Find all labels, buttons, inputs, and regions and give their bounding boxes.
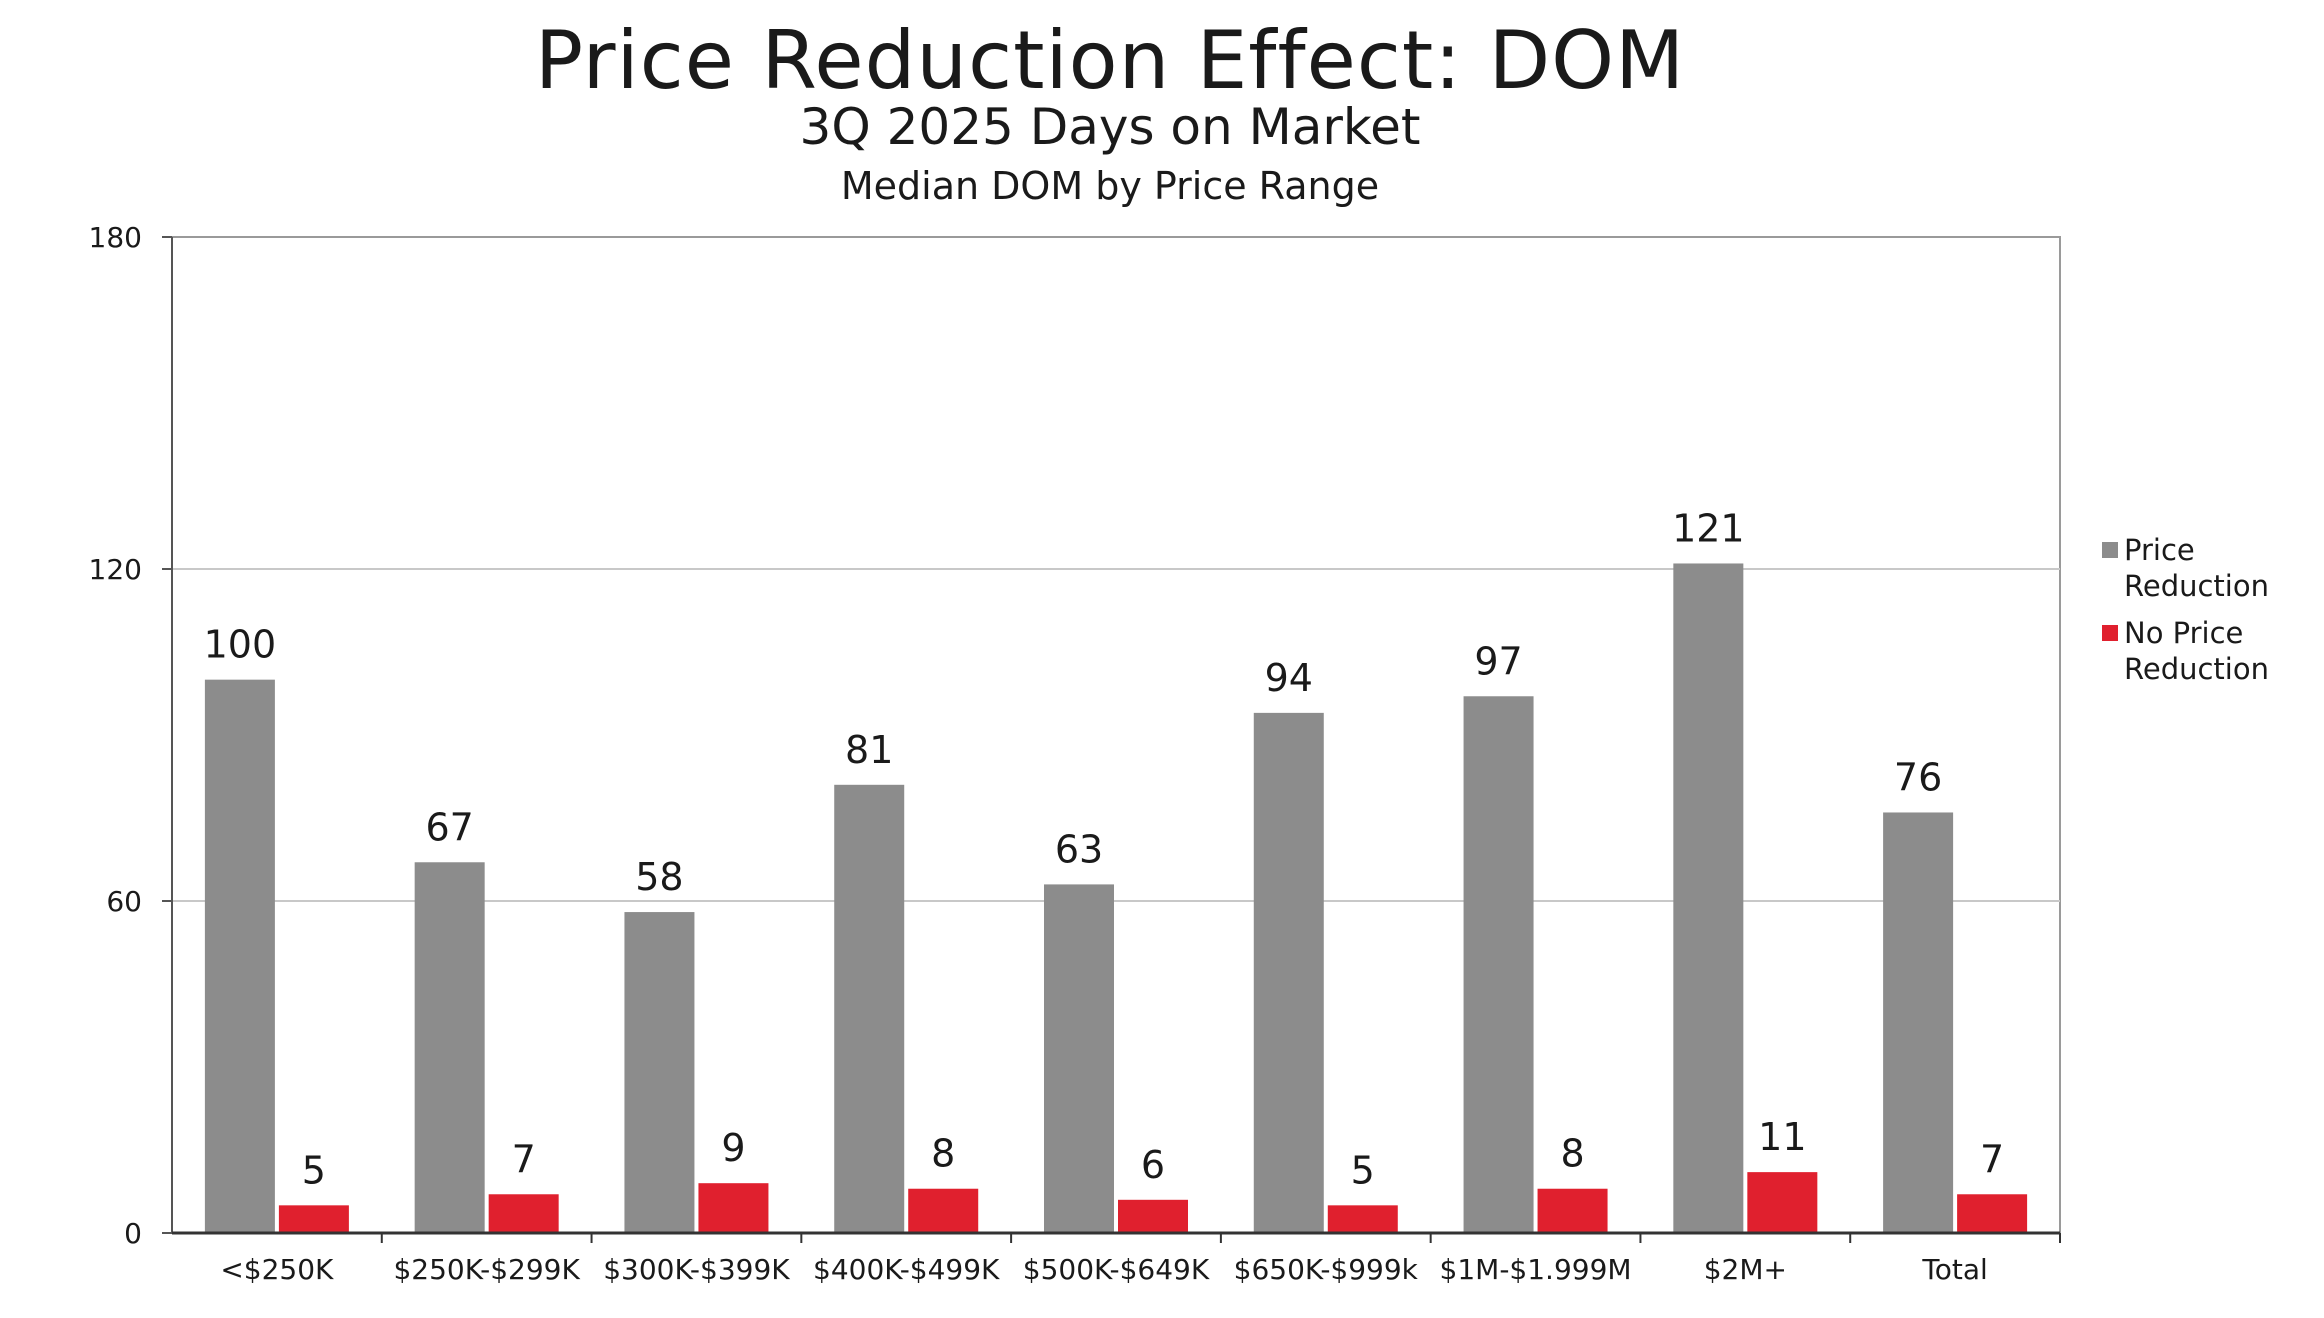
legend-label: Price — [2124, 533, 2195, 567]
data-label: 100 — [204, 623, 277, 667]
data-label: 94 — [1265, 656, 1313, 700]
data-label: 76 — [1894, 755, 1942, 799]
data-label: 9 — [721, 1126, 745, 1170]
chart-title: Price Reduction Effect: DOM — [534, 14, 1686, 107]
data-label: 58 — [635, 855, 683, 899]
data-label: 7 — [1980, 1137, 2004, 1181]
data-label: 8 — [1560, 1132, 1584, 1176]
bar-price-reduction — [1253, 712, 1324, 1233]
bar-price-reduction — [1044, 884, 1114, 1233]
legend-swatch — [2102, 625, 2118, 641]
x-tick-label: $1M-$1.999M — [1440, 1253, 1632, 1286]
data-label: 63 — [1055, 827, 1103, 871]
data-label: 121 — [1672, 506, 1745, 550]
bar-no-price-reduction — [1957, 1194, 2028, 1233]
y-tick-label: 0 — [124, 1217, 142, 1250]
x-tick-label: $250K-$299K — [393, 1253, 580, 1286]
x-axis: <$250K $250K-$299K $300K-$399K $400K-$499K $… — [172, 1231, 2061, 1286]
y-tick-label: 60 — [106, 885, 142, 918]
data-label: 7 — [512, 1137, 536, 1181]
y-tick-label: 120 — [89, 553, 142, 586]
y-axis-ticks: 0 60 120 180 — [89, 221, 173, 1250]
legend-label: Reduction — [2124, 652, 2269, 686]
bar-no-price-reduction — [698, 1183, 769, 1233]
bar-no-price-reduction — [488, 1194, 559, 1233]
bar-no-price-reduction — [1747, 1172, 1818, 1233]
chart-subtitle: 3Q 2025 Days on Market — [799, 98, 1421, 156]
data-label: 5 — [302, 1148, 326, 1192]
bar-price-reduction — [1463, 696, 1534, 1233]
data-label: 11 — [1758, 1115, 1806, 1159]
data-label: 97 — [1474, 639, 1522, 683]
data-label: 5 — [1351, 1148, 1375, 1192]
bar-price-reduction — [414, 862, 485, 1233]
bar-no-price-reduction — [278, 1205, 349, 1233]
bar-price-reduction — [624, 912, 695, 1233]
data-labels: 100 5 67 7 58 9 81 8 63 6 94 5 97 8 121 11 76 7 — [204, 506, 2005, 1192]
bar-price-reduction — [834, 784, 905, 1233]
chart-subtitle-2: Median DOM by Price Range — [840, 164, 1380, 208]
data-label: 6 — [1141, 1143, 1165, 1187]
bars — [204, 563, 2028, 1233]
y-tick-label: 180 — [89, 221, 142, 254]
legend-label: No Price — [2124, 616, 2243, 650]
x-tick-label: $500K-$649K — [1023, 1253, 1210, 1286]
legend-label: Reduction — [2124, 569, 2269, 603]
bar-no-price-reduction — [1118, 1199, 1188, 1233]
bar-no-price-reduction — [1537, 1188, 1608, 1233]
data-label: 81 — [845, 728, 893, 772]
bar-price-reduction — [1883, 812, 1954, 1233]
bar-price-reduction — [1673, 563, 1744, 1233]
x-tick-label: <$250K — [220, 1253, 334, 1286]
gridlines — [172, 568, 2060, 902]
bar-no-price-reduction — [908, 1188, 979, 1233]
x-tick-label: Total — [1921, 1253, 1987, 1286]
legend-swatch — [2102, 542, 2118, 558]
bar-no-price-reduction — [1327, 1205, 1398, 1233]
data-label: 67 — [425, 805, 473, 849]
plot-area — [171, 236, 2061, 1234]
x-tick-label: $2M+ — [1704, 1253, 1787, 1286]
x-tick-label: $650K-$999k — [1234, 1253, 1419, 1286]
x-tick-label: $400K-$499K — [813, 1253, 1000, 1286]
bar-price-reduction — [204, 679, 275, 1233]
data-label: 8 — [931, 1132, 955, 1176]
x-tick-label: $300K-$399K — [603, 1253, 790, 1286]
